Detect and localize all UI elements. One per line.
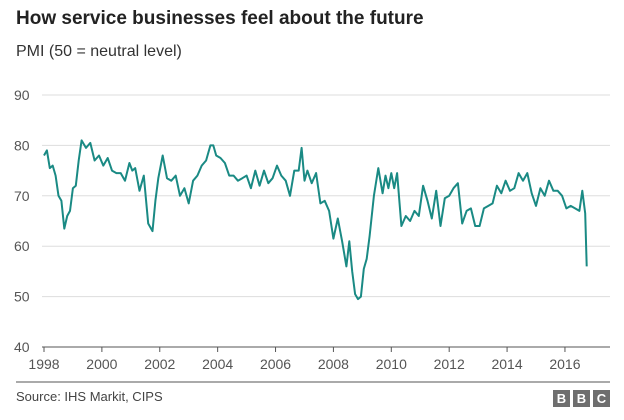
bbc-logo-letter-3: C	[593, 390, 610, 407]
source-note: Source: IHS Markit, CIPS	[16, 389, 163, 404]
x-tick-label: 2000	[86, 356, 117, 372]
chart-title: How service businesses feel about the fu…	[16, 8, 424, 29]
y-tick-label: 50	[14, 289, 30, 305]
x-tick-labels: 1998 2000 2002 2004 2006 2008 2010 2012 2014 2016	[28, 356, 580, 372]
bbc-logo-letter-2: B	[573, 390, 590, 407]
x-tick-label: 2014	[491, 356, 522, 372]
chart-subtitle: PMI (50 = neutral level)	[16, 43, 182, 60]
y-tick-label: 40	[14, 339, 30, 355]
x-tick-label: 2006	[260, 356, 291, 372]
x-tick-marks	[43, 347, 566, 352]
x-tick-label: 2002	[144, 356, 175, 372]
y-tick-label: 80	[14, 137, 30, 153]
x-tick-label: 2008	[318, 356, 349, 372]
grid-lines	[42, 94, 610, 298]
y-tick-labels: 40 50 60 70 80 90	[14, 87, 30, 355]
y-tick-label: 60	[14, 238, 30, 254]
x-tick-label: 2012	[434, 356, 465, 372]
x-tick-label: 2016	[549, 356, 580, 372]
x-tick-label: 2004	[202, 356, 233, 372]
y-tick-label: 70	[14, 188, 30, 204]
x-tick-label: 2010	[376, 356, 407, 372]
y-tick-label: 90	[14, 87, 30, 103]
series-line	[43, 139, 588, 301]
x-tick-label: 1998	[28, 356, 59, 372]
bbc-logo-letter-1: B	[553, 390, 570, 407]
bbc-logo: B B C	[553, 390, 610, 407]
